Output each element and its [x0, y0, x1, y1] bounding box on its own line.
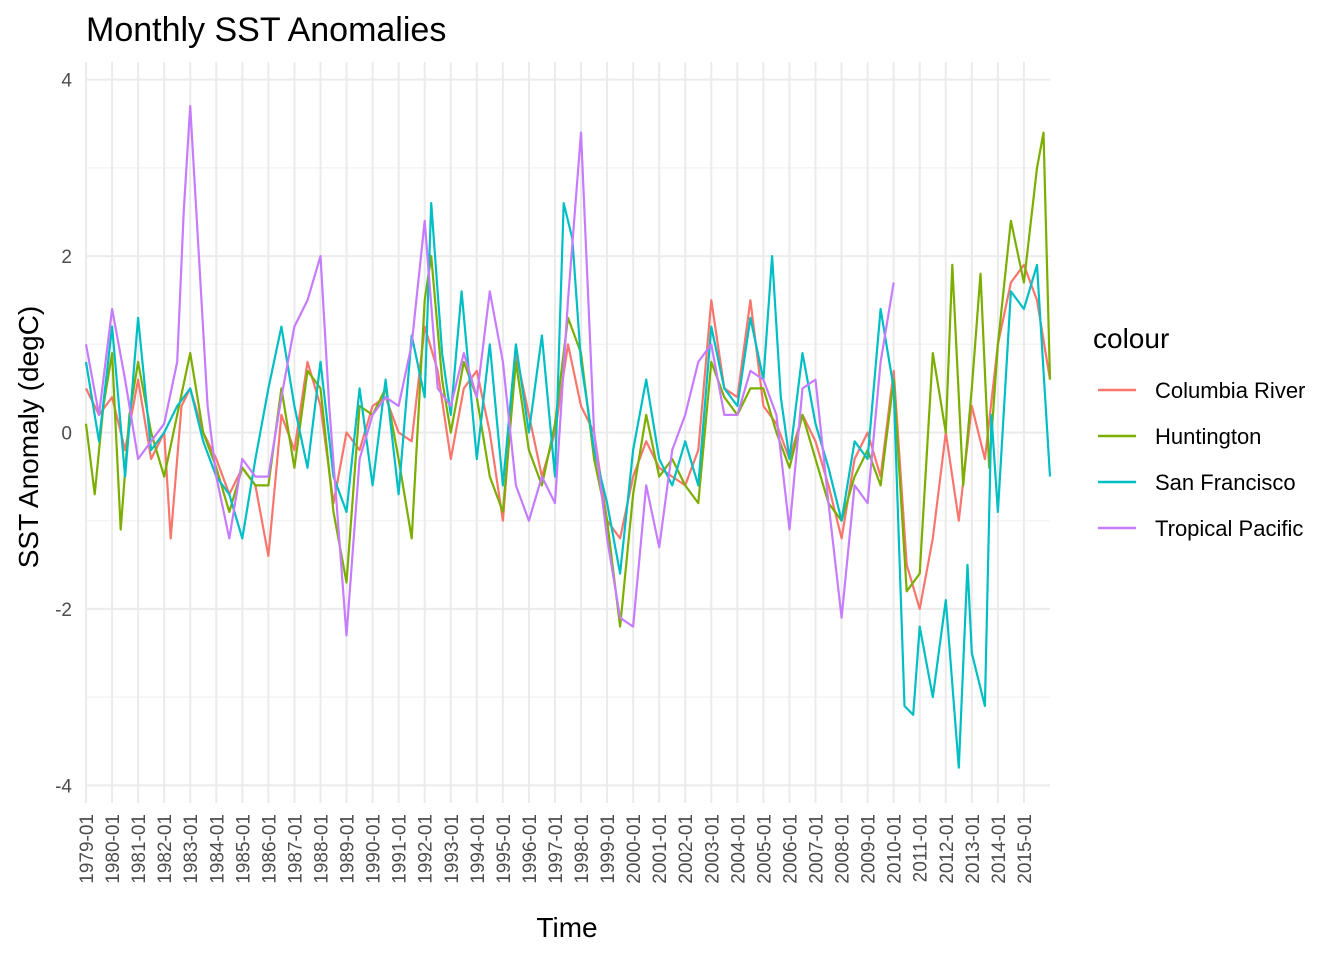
y-tick-label: 4 — [61, 71, 72, 92]
chart-title: Monthly SST Anomalies — [86, 11, 446, 49]
y-tick-label: 2 — [61, 247, 72, 268]
x-tick-label: 1979-01 — [77, 814, 98, 884]
x-tick-label: 1981-01 — [129, 814, 150, 884]
x-tick-label: 2003-01 — [702, 814, 723, 884]
x-tick-label: 2004-01 — [728, 814, 749, 884]
y-axis-ticks: -4 -2 0 2 4 — [55, 71, 72, 798]
x-tick-label: 2012-01 — [937, 814, 958, 884]
x-tick-label: 2005-01 — [754, 814, 775, 884]
x-tick-label: 1993-01 — [442, 814, 463, 884]
x-tick-label: 2001-01 — [650, 814, 671, 884]
x-axis-ticks: 1979-01 1980-01 1981-01 1982-01 1983-01 1984-… — [77, 814, 1036, 884]
x-tick-label: 1989-01 — [338, 814, 359, 884]
grid — [85, 62, 1050, 803]
legend-label: Columbia River — [1155, 378, 1305, 403]
x-tick-label: 2002-01 — [676, 814, 697, 884]
x-tick-label: 1992-01 — [416, 814, 437, 884]
series-line-huntington — [84, 131, 1052, 628]
x-tick-label: 1997-01 — [546, 814, 567, 884]
x-tick-label: 1991-01 — [390, 814, 411, 884]
x-tick-label: 1984-01 — [207, 814, 228, 884]
x-tick-label: 1980-01 — [103, 814, 124, 884]
x-tick-label: 2007-01 — [807, 814, 828, 884]
x-tick-label: 1985-01 — [233, 814, 254, 884]
x-tick-label: 1998-01 — [572, 814, 593, 884]
x-tick-label: 1988-01 — [311, 814, 332, 884]
legend: colour Columbia River Huntington San Franc… — [1093, 323, 1305, 541]
x-tick-label: 1995-01 — [494, 814, 515, 884]
x-tick-label: 1986-01 — [259, 814, 280, 884]
x-axis-title: Time — [536, 912, 597, 943]
x-tick-label: 2000-01 — [624, 814, 645, 884]
x-tick-label: 2009-01 — [859, 814, 880, 884]
legend-items: Columbia River Huntington San Francisco Tro… — [1098, 378, 1305, 541]
y-tick-label: -4 — [55, 776, 72, 797]
x-tick-label: 1987-01 — [285, 814, 306, 884]
series-lines — [84, 104, 1052, 769]
x-tick-label: 2014-01 — [989, 814, 1010, 884]
x-tick-label: 1994-01 — [468, 814, 489, 884]
x-tick-label: 2015-01 — [1015, 814, 1036, 884]
y-tick-label: -2 — [55, 600, 72, 621]
legend-label: Huntington — [1155, 424, 1261, 449]
x-tick-label: 1999-01 — [598, 814, 619, 884]
series-line-tropical-pacific — [84, 104, 895, 637]
y-axis-title: SST Anomaly (degC) — [13, 306, 44, 569]
x-tick-label: 2013-01 — [963, 814, 984, 884]
x-tick-label: 1996-01 — [520, 814, 541, 884]
legend-label: San Francisco — [1155, 470, 1296, 495]
x-tick-label: 1990-01 — [364, 814, 385, 884]
x-tick-label: 2011-01 — [911, 814, 932, 882]
y-tick-label: 0 — [61, 424, 72, 445]
legend-title: colour — [1093, 323, 1169, 354]
x-tick-label: 1983-01 — [181, 814, 202, 884]
series-line-san-francisco — [84, 202, 1052, 769]
x-tick-label: 2006-01 — [780, 814, 801, 884]
legend-label: Tropical Pacific — [1155, 516, 1303, 541]
x-tick-label: 2010-01 — [885, 814, 906, 884]
x-tick-label: 2008-01 — [833, 814, 854, 884]
x-tick-label: 1982-01 — [155, 814, 176, 884]
